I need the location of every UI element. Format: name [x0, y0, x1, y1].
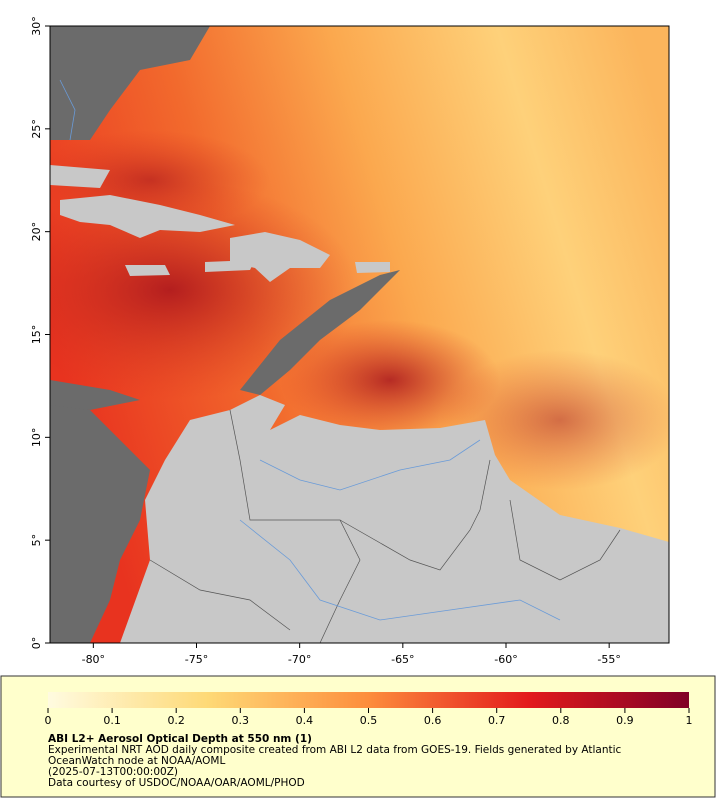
lon-tick-label: -70°	[288, 653, 311, 666]
lon-tick-label: -60°	[494, 653, 517, 666]
caption-title: ABI L2+ Aerosol Optical Depth at 550 nm …	[48, 733, 312, 745]
lat-tick-label: 5°	[30, 534, 43, 547]
colorbar-tick-label: 0.3	[232, 714, 250, 727]
lat-tick-label: 15°	[30, 325, 43, 345]
caption-line: Experimental NRT AOD daily composite cre…	[48, 744, 622, 756]
map-image	[50, 26, 669, 643]
caption-line: OceanWatch node at NOAA/AOML	[48, 755, 225, 767]
colorbar-tick-label: 0.9	[616, 714, 634, 727]
lon-tick-label: -75°	[185, 653, 208, 666]
caption-line: (2025-07-13T00:00:00Z)	[48, 766, 178, 778]
caption-line: Data courtesy of USDOC/NOAA/OAR/AOML/PHO…	[48, 777, 305, 789]
colorbar-tick-label: 0.6	[424, 714, 442, 727]
colorbar-tick-label: 0.7	[488, 714, 506, 727]
lat-tick-label: 30°	[30, 16, 43, 36]
colorbar-tick-label: 0	[45, 714, 52, 727]
lat-tick-label: 20°	[30, 222, 43, 242]
colorbar	[48, 692, 689, 708]
colorbar-tick-label: 0.1	[103, 714, 121, 727]
colorbar-tick-label: 0.4	[296, 714, 314, 727]
lon-tick-label: -55°	[597, 653, 620, 666]
colorbar-tick-label: 0.2	[167, 714, 185, 727]
lon-tick-label: -80°	[82, 653, 105, 666]
colorbar-tick-label: 0.8	[552, 714, 570, 727]
lon-tick-label: -65°	[391, 653, 414, 666]
lat-tick-label: 25°	[30, 119, 43, 139]
colorbar-tick-label: 1	[686, 714, 693, 727]
lat-tick-label: 0°	[30, 637, 43, 650]
colorbar-tick-label: 0.5	[360, 714, 378, 727]
lat-tick-label: 10°	[30, 428, 43, 448]
